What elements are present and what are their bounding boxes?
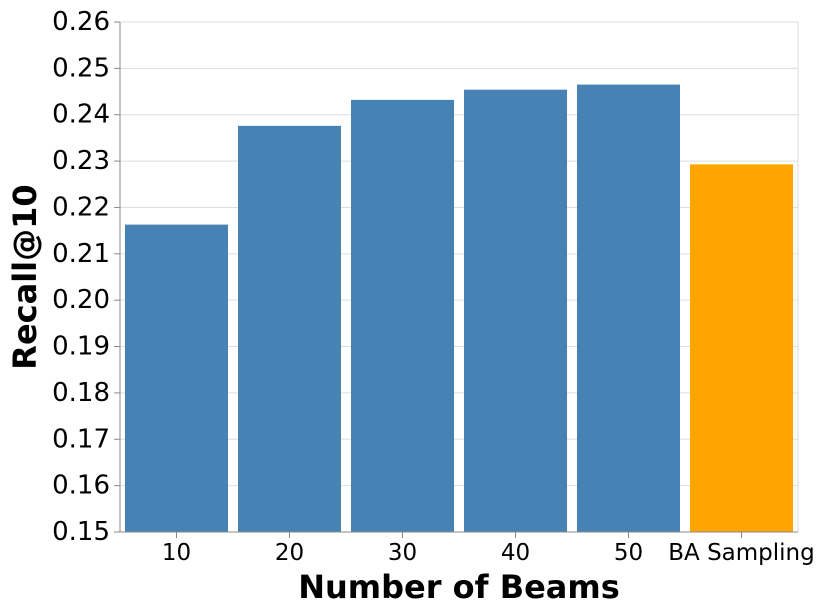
y-tick-label: 0.19	[52, 332, 110, 362]
y-tick-label: 0.16	[52, 471, 110, 501]
x-tick-label: 50	[614, 540, 643, 566]
y-tick-label: 0.17	[52, 424, 110, 454]
y-tick-label: 0.23	[52, 146, 110, 176]
plot-frame	[119, 21, 799, 533]
x-axis-title: Number of Beams	[298, 568, 620, 606]
x-tick-label: 10	[162, 540, 191, 566]
bars	[125, 84, 793, 533]
y-tick-label: 0.21	[52, 239, 110, 269]
y-tick-label: 0.25	[52, 53, 110, 83]
x-tick-label: 20	[275, 540, 304, 566]
y-axis: 0.15 0.16 0.17 0.18 0.19 0.20 0.21 0.22 0.23 0.24…	[52, 7, 121, 547]
bar	[238, 125, 341, 532]
y-tick-label: 0.22	[52, 192, 110, 222]
bar	[690, 164, 793, 532]
y-tick-label: 0.24	[52, 100, 110, 130]
bar	[577, 84, 680, 532]
bar	[351, 99, 454, 533]
y-tick-label: 0.20	[52, 285, 110, 315]
y-tick-label: 0.15	[52, 517, 110, 547]
x-tick-label: 30	[388, 540, 417, 566]
y-tick-label: 0.26	[52, 7, 110, 37]
bar	[125, 224, 228, 533]
y-tick-label: 0.18	[52, 378, 110, 408]
x-tick-label: BA Sampling	[668, 540, 814, 566]
y-axis-title: Recall@10	[6, 184, 44, 369]
bar	[464, 89, 567, 532]
x-axis: 10 20 30 40 50 BA Sampling	[120, 531, 815, 566]
x-tick-label: 40	[501, 540, 530, 566]
